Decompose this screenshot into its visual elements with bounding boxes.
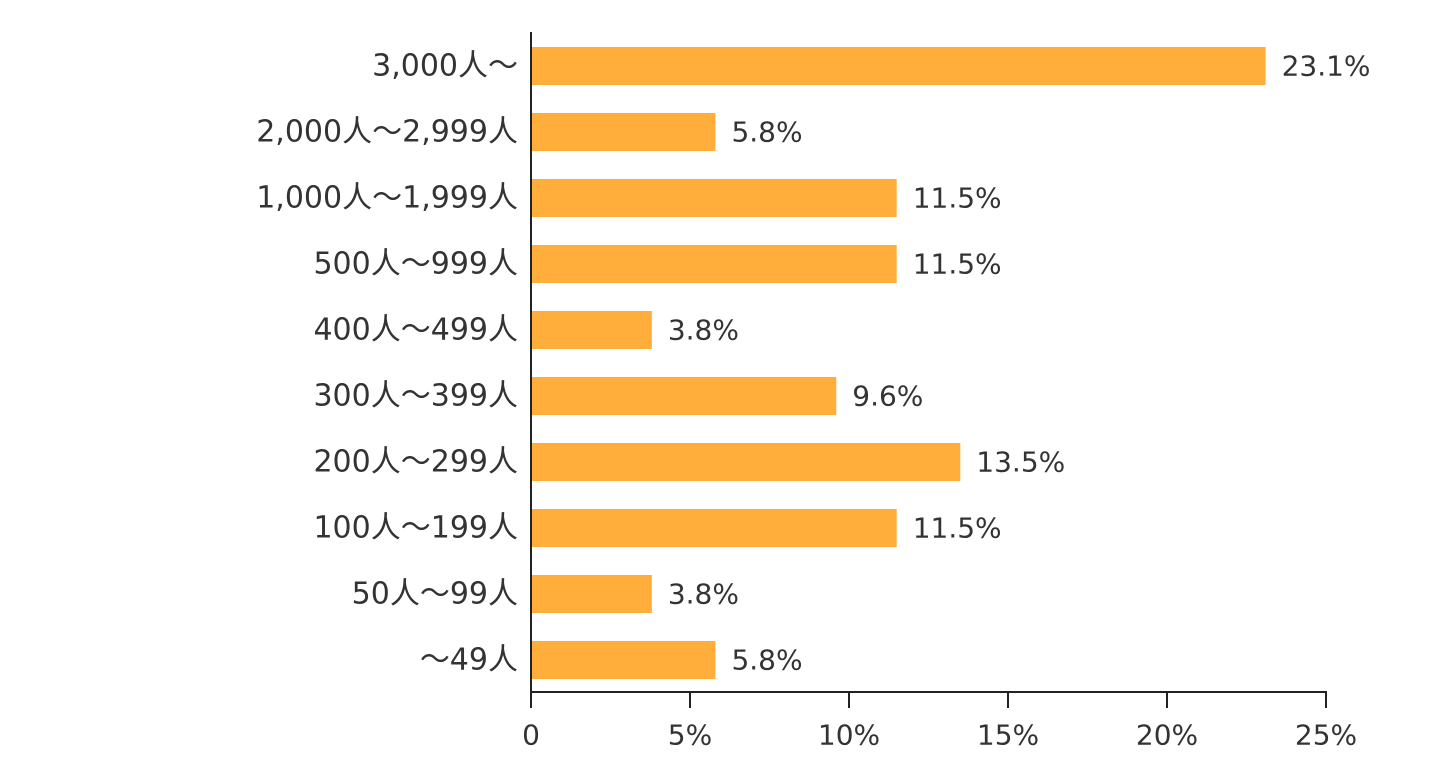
x-tick-label: 10% — [818, 719, 880, 752]
bar — [532, 179, 897, 217]
bars-group — [532, 47, 1266, 679]
bar — [532, 509, 897, 547]
category-label: 2,000人～2,999人 — [256, 115, 518, 150]
x-tick-label: 0 — [522, 719, 540, 752]
data-label: 5.8% — [731, 644, 802, 677]
axes-group: 0 5% 10% 15% 20% 25% — [522, 32, 1357, 752]
data-label: 11.5% — [913, 512, 1002, 545]
data-label: 9.6% — [852, 380, 923, 413]
category-label: 200人～299人 — [313, 445, 518, 480]
bar — [532, 443, 961, 481]
category-label: 3,000人～ — [372, 49, 518, 84]
data-label: 3.8% — [668, 314, 739, 347]
data-label: 11.5% — [913, 248, 1002, 281]
category-label: 500人～999人 — [313, 247, 518, 282]
data-label: 5.8% — [731, 116, 802, 149]
bar — [532, 245, 897, 283]
data-label: 11.5% — [913, 182, 1002, 215]
bar — [532, 311, 652, 349]
bar — [532, 47, 1266, 85]
bar — [532, 377, 837, 415]
data-label: 23.1% — [1282, 50, 1371, 83]
category-label: 300人～399人 — [313, 379, 518, 414]
value-labels-group: 23.1% 5.8% 11.5% 11.5% 3.8% 9.6% 13.5% 11.5% 3.8… — [668, 50, 1371, 677]
category-label: 50人～99人 — [352, 577, 518, 612]
data-label: 13.5% — [976, 446, 1065, 479]
bar — [532, 641, 716, 679]
category-label: 1,000人～1,999人 — [256, 181, 518, 216]
bar — [532, 113, 716, 151]
x-tick-label: 20% — [1136, 719, 1198, 752]
data-label: 3.8% — [668, 578, 739, 611]
bar — [532, 575, 652, 613]
category-label: ～49人 — [420, 643, 518, 678]
x-tick-label: 25% — [1295, 719, 1357, 752]
category-labels-group: 3,000人～ 2,000人～2,999人 1,000人～1,999人 500人～99… — [256, 49, 518, 678]
x-tick-label: 5% — [668, 719, 712, 752]
x-tick-label: 15% — [977, 719, 1039, 752]
category-label: 400人～499人 — [313, 313, 518, 348]
category-label: 100人～199人 — [313, 511, 518, 546]
